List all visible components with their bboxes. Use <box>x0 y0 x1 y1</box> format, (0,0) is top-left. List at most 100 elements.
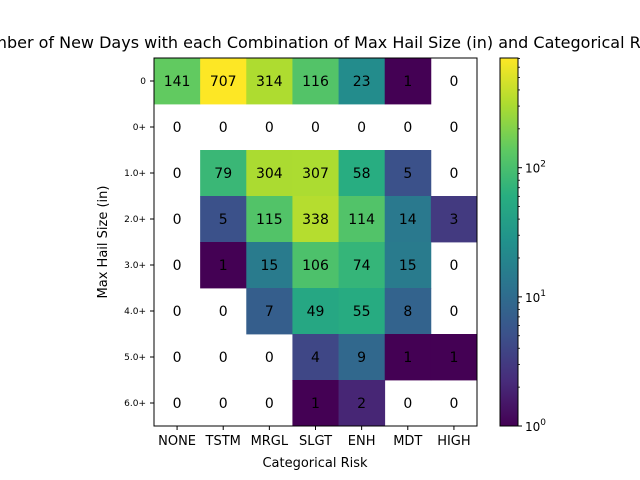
cell-value-label: 0 <box>449 74 458 90</box>
cell-value-label: 15 <box>260 258 278 274</box>
cell-value-label: 4 <box>311 350 320 366</box>
heatmap-cell <box>384 334 432 381</box>
heatmap-cell <box>430 334 478 381</box>
cell-value-label: 0 <box>449 258 458 274</box>
cell-value-label: 0 <box>173 212 182 228</box>
cell-value-label: 0 <box>219 304 228 320</box>
cell-value-label: 58 <box>353 166 371 182</box>
x-tick-label: NONE <box>158 434 196 449</box>
cell-value-label: 0 <box>265 120 274 136</box>
y-tick-label: 0 <box>140 77 146 87</box>
cell-value-label: 1 <box>311 396 320 412</box>
heatmap-cell <box>292 150 339 197</box>
cell-value-label: 304 <box>256 166 283 182</box>
cell-value-label: 74 <box>353 258 371 274</box>
colorbar-ticks: 100 101 102 <box>518 58 546 434</box>
heatmap-cell <box>430 196 478 243</box>
heatmap-cell <box>338 334 386 381</box>
cell-value-label: 0 <box>311 120 320 136</box>
x-tick-label: MDT <box>393 434 422 449</box>
heatmap-cell <box>338 150 386 197</box>
x-axis-label: Categorical Risk <box>262 456 368 471</box>
cell-value-label: 1 <box>403 74 412 90</box>
cell-value-label: 0 <box>173 350 182 366</box>
cell-value-label: 14 <box>399 212 417 228</box>
x-tick-label: MRGL <box>251 434 289 449</box>
heatmap-cell <box>338 196 386 243</box>
x-tick-label: SLGT <box>299 434 332 449</box>
heatmap-cell <box>384 242 432 289</box>
heatmap-cell <box>246 196 293 243</box>
y-tick-label: 4.0+ <box>124 307 146 317</box>
cell-value-label: 49 <box>307 304 325 320</box>
cell-value-label: 0 <box>449 120 458 136</box>
cell-value-label: 0 <box>265 350 274 366</box>
cell-value-label: 8 <box>403 304 412 320</box>
heatmap-cell <box>384 150 432 197</box>
cell-value-label: 314 <box>256 74 283 90</box>
cell-value-label: 0 <box>173 258 182 274</box>
heatmap-cell <box>338 58 386 105</box>
heatmap-cell <box>292 58 339 105</box>
cell-value-label: 15 <box>399 258 417 274</box>
heatmap-cell <box>292 288 339 335</box>
cell-value-label: 307 <box>302 166 329 182</box>
cell-value-label: 0 <box>403 396 412 412</box>
cell-value-label: 141 <box>164 74 191 90</box>
cell-value-label: 0 <box>173 120 182 136</box>
cell-value-label: 707 <box>210 74 237 90</box>
chart-title: Number of New Days with each Combination… <box>0 33 640 52</box>
cell-value-label: 0 <box>449 396 458 412</box>
heatmap-cell <box>200 242 247 289</box>
cell-value-label: 79 <box>214 166 232 182</box>
heatmap-cell <box>292 196 339 243</box>
cell-value-label: 0 <box>265 396 274 412</box>
cell-value-label: 5 <box>403 166 412 182</box>
cell-value-label: 3 <box>449 212 458 228</box>
heatmap-cell <box>338 380 386 427</box>
cell-value-label: 1 <box>449 350 458 366</box>
heatmap-cell <box>338 288 386 335</box>
heatmap-cell <box>384 58 432 105</box>
cell-value-label: 0 <box>219 350 228 366</box>
cell-value-label: 115 <box>256 212 283 228</box>
cell-value-label: 0 <box>403 120 412 136</box>
y-axis-label: Max Hail Size (in) <box>96 186 111 299</box>
cell-value-label: 0 <box>219 120 228 136</box>
heatmap-cell-labels: 141 707 314 116 23 1 00 0 0 0 0 0 00 79 304 307 58 5 00 5 11… <box>164 74 459 412</box>
heatmap-cell <box>200 58 247 105</box>
colorbar-tick-label: 102 <box>525 160 546 176</box>
colorbar-tick-label: 100 <box>525 418 546 434</box>
heatmap-cell <box>384 288 432 335</box>
cell-value-label: 0 <box>357 120 366 136</box>
x-tick-label: ENH <box>348 434 376 449</box>
cell-value-label: 1 <box>403 350 412 366</box>
cell-value-label: 0 <box>219 396 228 412</box>
cell-value-label: 9 <box>357 350 366 366</box>
x-tick-label: HIGH <box>437 434 470 449</box>
y-tick-label: 2.0+ <box>124 215 146 225</box>
y-tick-label: 5.0+ <box>124 353 146 363</box>
cell-value-label: 0 <box>173 166 182 182</box>
heatmap-cell <box>200 150 247 197</box>
heatmap-cell <box>154 58 201 105</box>
cell-value-label: 1 <box>219 258 228 274</box>
cell-value-label: 116 <box>302 74 329 90</box>
heatmap-cell <box>292 242 339 289</box>
y-tick-label: 0+ <box>133 123 146 133</box>
heatmap-cell <box>384 196 432 243</box>
heatmap-cell <box>246 288 293 335</box>
colorbar-gradient <box>499 57 519 427</box>
y-tick-label: 6.0+ <box>124 399 146 409</box>
heatmap-cell <box>200 196 247 243</box>
heatmap-cell <box>292 334 339 381</box>
y-axis-ticks: 0 0+ 1.0+ 2.0+ 3.0+ 4.0+ 5.0+ 6.0+ <box>124 77 154 409</box>
colorbar-tick-label: 101 <box>525 289 546 305</box>
heatmap-cell <box>246 150 293 197</box>
heatmap-cell <box>292 380 339 427</box>
cell-value-label: 2 <box>357 396 366 412</box>
cell-value-label: 0 <box>449 304 458 320</box>
heatmap-cell <box>246 58 293 105</box>
heatmap-cell <box>246 242 293 289</box>
cell-value-label: 0 <box>173 396 182 412</box>
